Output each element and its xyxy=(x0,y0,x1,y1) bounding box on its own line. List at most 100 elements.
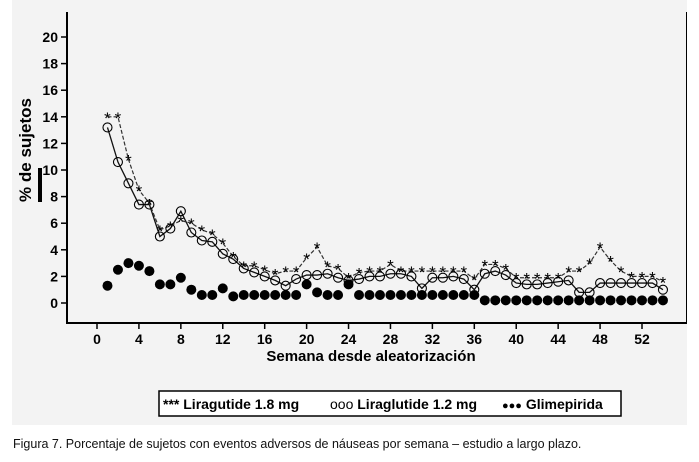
point-glimepirida xyxy=(385,290,396,301)
point-liragutide-1-8: * xyxy=(607,252,614,271)
point-liragutide-1-8: * xyxy=(345,270,352,289)
plot-frame xyxy=(66,12,687,324)
x-tick-label: 36 xyxy=(467,331,483,347)
point-glimepirida xyxy=(437,290,448,301)
point-glimepirida xyxy=(458,290,469,301)
point-liragutide-1-8: * xyxy=(157,222,164,241)
point-glimepirida xyxy=(249,290,260,301)
x-tick-label: 28 xyxy=(383,331,399,347)
y-tick-label: 0 xyxy=(50,295,58,311)
point-liraglutide-1-2 xyxy=(123,178,134,189)
point-liragutide-1-8: * xyxy=(429,263,436,282)
point-liragutide-1-8: * xyxy=(502,260,509,279)
y-tick-label: 10 xyxy=(42,162,58,178)
point-liraglutide-1-2 xyxy=(333,272,344,283)
point-glimepirida xyxy=(343,279,354,290)
point-liragutide-1-8: * xyxy=(115,109,122,128)
point-glimepirida xyxy=(217,283,228,294)
point-liraglutide-1-2 xyxy=(175,206,186,217)
point-liragutide-1-8: * xyxy=(481,256,488,275)
point-liraglutide-1-2 xyxy=(615,277,627,289)
point-liraglutide-1-2 xyxy=(133,199,144,210)
point-liragutide-1-8: * xyxy=(513,270,520,289)
point-liragutide-1-8: * xyxy=(544,270,551,289)
point-liraglutide-1-2 xyxy=(249,267,260,278)
point-liraglutide-1-2 xyxy=(521,279,532,290)
legend-label: Glimepirida xyxy=(522,396,603,412)
point-liragutide-1-8: * xyxy=(597,239,604,258)
point-glimepirida xyxy=(605,295,616,306)
y-tick-label: 16 xyxy=(42,82,58,98)
y-axis-label-bar xyxy=(38,168,42,202)
y-tick-label: 8 xyxy=(50,189,58,205)
point-glimepirida xyxy=(657,295,668,306)
point-liraglutide-1-2 xyxy=(595,277,606,289)
point-liraglutide-1-2 xyxy=(511,277,522,289)
point-liragutide-1-8: * xyxy=(523,270,530,289)
legend-label: Liraglutide 1.2 mg xyxy=(353,396,477,412)
point-liraglutide-1-2 xyxy=(374,271,386,282)
point-liragutide-1-8: * xyxy=(660,274,667,293)
point-liraglutide-1-2 xyxy=(385,268,396,279)
point-glimepirida xyxy=(553,295,564,306)
x-tick-label: 4 xyxy=(135,331,143,347)
point-liraglutide-1-2 xyxy=(112,156,124,168)
point-liraglutide-1-2 xyxy=(395,268,406,279)
point-liragutide-1-8: * xyxy=(125,151,132,170)
legend-marker: ooo xyxy=(330,396,354,412)
point-liragutide-1-8: * xyxy=(261,262,268,281)
y-tick-label: 6 xyxy=(50,215,58,231)
legend-box xyxy=(158,390,622,417)
point-glimepirida xyxy=(406,290,417,301)
series-line-liraglutide-1-2 xyxy=(106,127,664,294)
point-glimepirida xyxy=(511,295,522,306)
point-liraglutide-1-2 xyxy=(312,270,323,281)
point-glimepirida xyxy=(133,260,144,271)
point-liragutide-1-8: * xyxy=(366,263,373,282)
x-tick-label: 8 xyxy=(177,331,185,347)
point-liraglutide-1-2 xyxy=(553,276,564,287)
point-liragutide-1-8: * xyxy=(303,250,310,269)
point-glimepirida xyxy=(354,290,365,301)
point-liraglutide-1-2 xyxy=(207,236,218,247)
point-liragutide-1-8: * xyxy=(534,270,541,289)
x-tick-label: 44 xyxy=(550,331,566,347)
point-liragutide-1-8: * xyxy=(356,264,363,283)
point-liraglutide-1-2 xyxy=(479,268,490,279)
point-liragutide-1-8: * xyxy=(104,109,111,128)
point-liraglutide-1-2 xyxy=(228,254,239,265)
point-glimepirida xyxy=(102,280,113,291)
point-glimepirida xyxy=(626,295,637,306)
point-liragutide-1-8: * xyxy=(314,239,321,258)
point-liraglutide-1-2 xyxy=(144,199,155,210)
point-glimepirida xyxy=(500,295,511,306)
point-liragutide-1-8: * xyxy=(282,263,289,282)
legend-label: Liragutide 1.8 mg xyxy=(179,396,299,412)
point-liragutide-1-8: * xyxy=(461,263,468,282)
legend-entry: *** Liragutide 1.8 mg xyxy=(163,396,299,412)
point-glimepirida xyxy=(165,279,176,290)
point-liragutide-1-8: * xyxy=(335,260,342,279)
figure-panel: 0 2 4 6 8 10 12 14 16 18 20 0 4 8 12 16 20 24 28 32 36 40 44 48… xyxy=(12,0,687,425)
point-liraglutide-1-2 xyxy=(102,122,113,133)
y-tick-label: 18 xyxy=(42,56,58,72)
point-liraglutide-1-2 xyxy=(542,277,553,289)
point-glimepirida xyxy=(637,295,647,306)
point-liraglutide-1-2 xyxy=(532,279,543,290)
point-glimepirida xyxy=(416,290,427,301)
point-liraglutide-1-2 xyxy=(490,266,501,277)
point-liraglutide-1-2 xyxy=(322,268,333,279)
point-glimepirida xyxy=(364,290,375,301)
point-glimepirida xyxy=(595,295,606,306)
point-liragutide-1-8: * xyxy=(198,222,205,241)
y-tick-label: 2 xyxy=(50,268,58,284)
point-liragutide-1-8: * xyxy=(471,271,478,290)
point-glimepirida xyxy=(448,290,459,301)
point-glimepirida xyxy=(144,266,155,277)
point-glimepirida xyxy=(312,287,323,298)
point-liragutide-1-8: * xyxy=(387,256,394,275)
point-glimepirida xyxy=(647,295,658,306)
legend-entry: ooo Liraglutide 1.2 mg xyxy=(330,396,477,412)
y-tick-label: 4 xyxy=(50,242,58,258)
point-glimepirida xyxy=(490,295,501,306)
